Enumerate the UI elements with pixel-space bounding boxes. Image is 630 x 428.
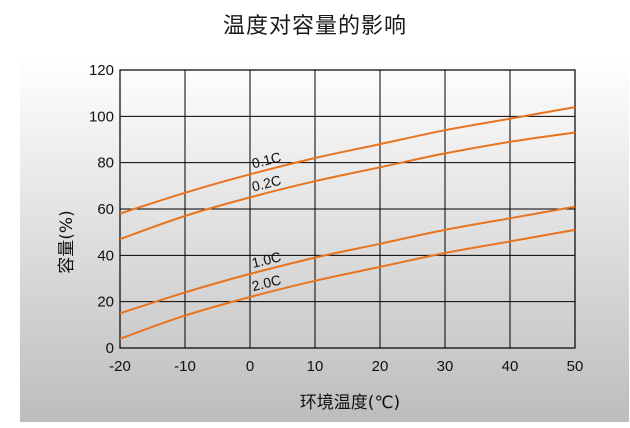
x-tick-label: 20 <box>372 358 389 375</box>
y-axis-title: 容量(%) <box>57 210 77 273</box>
series-line-0-1C <box>119 106 576 215</box>
chart-panel: 0.1C 0.2C 1.0C 2.0C -20 -10 0 10 20 30 40 50 0 20 40 6… <box>20 58 629 422</box>
series-label: 0.1C <box>250 149 283 172</box>
x-tick-label: -10 <box>174 358 196 375</box>
series-label: 0.2C <box>250 172 283 195</box>
y-tick-label: 20 <box>97 294 114 311</box>
x-axis-title: 环境温度(℃) <box>300 393 400 413</box>
series-line-0-2C <box>119 131 576 241</box>
series-label: 2.0C <box>250 271 283 294</box>
x-tick-label: 0 <box>246 358 254 375</box>
y-tick-label: 80 <box>97 155 114 172</box>
y-tick-label: 120 <box>89 62 114 79</box>
y-tick-label: 100 <box>89 108 114 125</box>
x-tick-label: 30 <box>437 358 454 375</box>
tick-labels: -20 -10 0 10 20 30 40 50 0 20 40 60 80 100 120 <box>89 62 583 375</box>
plot-frame <box>119 69 576 349</box>
chart-title: 温度对容量的影响 <box>222 14 407 39</box>
y-tick-label: 60 <box>97 201 114 218</box>
series-line-1-0C <box>119 205 576 315</box>
grid <box>119 69 576 349</box>
y-tick-label: 0 <box>106 340 114 357</box>
x-tick-label: 10 <box>307 358 324 375</box>
series-label: 1.0C <box>250 248 283 271</box>
series-lines <box>119 106 576 340</box>
x-tick-label: 50 <box>567 358 584 375</box>
x-tick-label: 40 <box>502 358 519 375</box>
panel-background <box>20 58 629 422</box>
curve-labels: 0.1C0.2C 1.0C2.0C <box>250 149 283 294</box>
x-tick-label: -20 <box>109 358 131 375</box>
y-tick-label: 40 <box>97 247 114 264</box>
capacity-temperature-chart: 0.1C0.2C 1.0C2.0C -20 -10 0 10 20 30 40 50 0 20 40 6… <box>20 58 629 422</box>
series-line-2-0C <box>119 228 576 340</box>
